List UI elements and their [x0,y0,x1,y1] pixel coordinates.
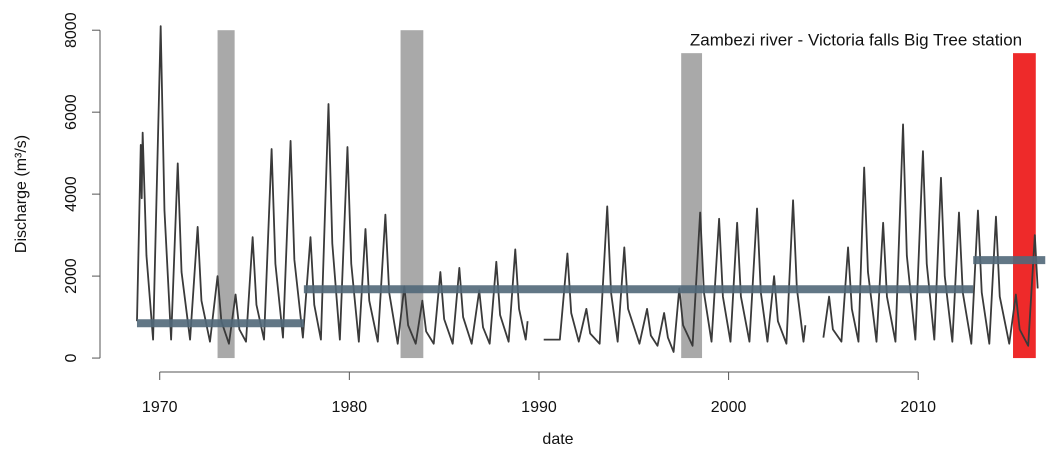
y-tick-label: 8000 [63,12,80,48]
x-tick-label: 1980 [332,399,368,416]
x-tick-label: 1970 [142,399,178,416]
y-tick-label: 0 [63,354,80,363]
y-tick-label: 6000 [63,94,80,130]
x-tick-label: 1990 [521,399,557,416]
x-tick-label: 2000 [711,399,747,416]
y-axis-label: Discharge (m³/s) [13,135,30,253]
chart-title: Zambezi river - Victoria falls Big Tree … [690,30,1022,49]
discharge-line [136,25,1039,353]
x-axis-label: date [542,431,573,448]
shaded-period [217,30,235,359]
shaded-period [681,53,703,359]
shaded-period [400,30,424,359]
shaded-period [1013,53,1036,359]
y-tick-label: 2000 [63,258,80,294]
x-tick-label: 2010 [900,399,936,416]
y-tick-label: 4000 [63,176,80,212]
